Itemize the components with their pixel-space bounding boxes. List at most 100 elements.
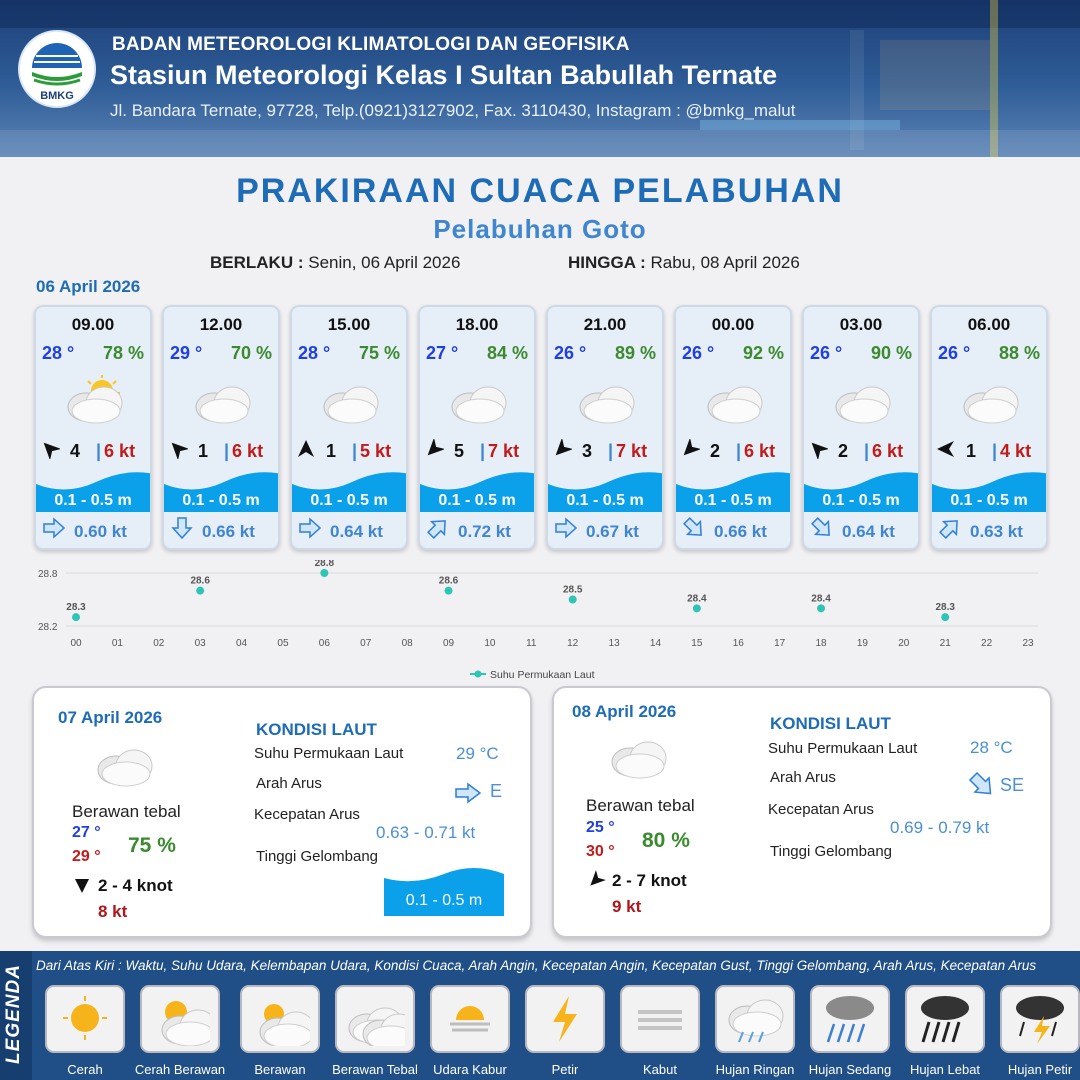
legend-item-box <box>810 985 890 1053</box>
data-point <box>692 604 701 613</box>
card-gust: | 6 kt <box>736 441 776 461</box>
sun-cloud-icon <box>67 375 123 424</box>
day2-gust: 8 kt <box>98 902 128 921</box>
day2-panel: 07 April 2026 Berawan tebal 27 ° 29 ° 75… <box>32 686 532 938</box>
day3-current-speed-label: Kecepatan Arus <box>768 801 874 818</box>
legend-item-label: Hujan Sedang <box>808 1062 892 1077</box>
forecast-card: 12.00 29 ° 70 % 1 | 6 kt 0.1 - 0.5 m 0.66… <box>162 305 280 550</box>
data-point <box>196 586 205 595</box>
card-gust-value: 7 kt <box>488 441 520 461</box>
data-label: 28.3 <box>66 602 86 613</box>
legend-item-label: Cerah Berawan <box>134 1062 226 1077</box>
moderate-rain-icon <box>826 996 874 1043</box>
card-humidity: 89 % <box>614 343 656 363</box>
x-tick-label: 08 <box>402 638 414 649</box>
card-gust: | 6 kt <box>224 441 264 461</box>
x-tick-label: 23 <box>1022 638 1034 649</box>
wind-direction-icon <box>555 439 572 456</box>
legend-item-box <box>335 985 415 1053</box>
data-label: 28.6 <box>439 576 459 587</box>
card-gust-value: 6 kt <box>744 441 776 461</box>
legend-item-label: Kabut <box>643 1062 677 1077</box>
sun-icon <box>63 996 107 1040</box>
forecast-card: 06.00 26 ° 88 % 1 | 4 kt 0.1 - 0.5 m 0.63… <box>930 305 1048 550</box>
card-wind-speed: 4 <box>70 441 81 461</box>
legend-side-label: LEGENDA <box>3 964 24 1064</box>
overcast-icon <box>348 1007 405 1046</box>
day1-date: 06 April 2026 <box>36 277 141 296</box>
x-tick-label: 03 <box>195 638 207 649</box>
day3-current-dir-value: SE <box>1000 775 1025 795</box>
x-tick-label: 04 <box>236 638 248 649</box>
overcast-icon <box>611 741 667 779</box>
legend-item-label: Hujan Petir <box>1007 1062 1073 1077</box>
y-tick-label: 28.2 <box>38 622 58 633</box>
wind-direction-icon <box>811 442 828 459</box>
forecast-card: 21.00 26 ° 89 % 3 | 7 kt 0.1 - 0.5 m 0.67… <box>546 305 664 550</box>
card-temperature: 27 ° <box>426 343 459 363</box>
cloud-icon <box>323 386 379 424</box>
day2-temp-min: 27 ° <box>72 824 101 841</box>
data-point <box>320 569 329 577</box>
card-humidity: 88 % <box>998 343 1040 363</box>
day2-condition: Berawan tebal <box>72 802 181 821</box>
wind-direction-icon <box>427 439 444 456</box>
card-time: 18.00 <box>455 315 499 334</box>
card-gust: | 5 kt <box>352 441 392 461</box>
card-current-speed: 0.66 kt <box>202 522 255 541</box>
card-gust-value: 4 kt <box>1000 441 1032 461</box>
card-current-speed: 0.64 kt <box>842 522 895 541</box>
overcast-icon <box>97 749 153 787</box>
forecast-card: 18.00 27 ° 84 % 5 | 7 kt 0.1 - 0.5 m 0.72… <box>418 305 536 550</box>
heavy-rain-icon <box>921 996 969 1043</box>
day2-wind: 2 - 4 knot <box>98 876 173 895</box>
cloud-icon <box>835 386 891 424</box>
day2-current-dir-value: E <box>490 781 503 801</box>
wave-icon <box>36 472 150 512</box>
card-wind-speed: 1 <box>198 441 209 461</box>
valid-from: BERLAKU : Senin, 06 April 2026 <box>210 253 460 273</box>
x-tick-label: 16 <box>733 638 745 649</box>
card-time: 06.00 <box>967 315 1011 334</box>
forecast-card: 09.00 28 ° 78 % 4 | 6 kt 0.1 - 0.5 m 0.60… <box>34 305 152 550</box>
card-gust-value: 5 kt <box>360 441 392 461</box>
card-temperature: 26 ° <box>682 343 715 363</box>
legend-item-box <box>715 985 795 1053</box>
card-wave-height: 0.1 - 0.5 m <box>438 492 516 509</box>
card-gust-value: 7 kt <box>616 441 648 461</box>
valid-from-label: BERLAKU : <box>210 253 304 272</box>
x-tick-label: 18 <box>815 638 827 649</box>
card-temperature: 26 ° <box>554 343 587 363</box>
cloud-icon <box>579 386 635 424</box>
x-tick-label: 21 <box>940 638 952 649</box>
card-time: 15.00 <box>327 315 371 334</box>
card-gust: | 6 kt <box>96 441 136 461</box>
legend-description: Dari Atas Kiri : Waktu, Suhu Udara, Kele… <box>36 958 1037 973</box>
card-wave-height: 0.1 - 0.5 m <box>310 492 388 509</box>
cloud-icon <box>707 386 763 424</box>
station-name: Stasiun Meteorologi Kelas I Sultan Babul… <box>110 60 778 90</box>
card-gust: | 7 kt <box>608 441 648 461</box>
port-name: Pelabuhan Goto <box>433 214 647 244</box>
x-tick-label: 11 <box>526 638 537 649</box>
card-wave-height: 0.1 - 0.5 m <box>566 492 644 509</box>
legend-item-label: Berawan Tebal <box>332 1062 418 1077</box>
card-gust-value: 6 kt <box>104 441 136 461</box>
lightning-icon <box>553 996 577 1042</box>
wind-direction-icon <box>171 442 188 459</box>
legend-item-box <box>140 985 220 1053</box>
day2-current-dir-label: Arah Arus <box>256 775 322 792</box>
card-wind-speed: 5 <box>454 441 465 461</box>
card-gust: | 6 kt <box>864 441 904 461</box>
data-label: 28.4 <box>687 593 707 604</box>
current-direction-icon <box>455 782 482 804</box>
card-wind-speed: 2 <box>710 441 721 461</box>
x-tick-label: 01 <box>112 638 124 649</box>
x-tick-label: 00 <box>70 638 82 649</box>
x-tick-label: 07 <box>360 638 372 649</box>
card-wind-speed: 1 <box>966 441 977 461</box>
card-humidity: 84 % <box>486 343 528 363</box>
header-banner <box>0 0 1080 157</box>
legend-item-box <box>240 985 320 1053</box>
card-current-speed: 0.66 kt <box>714 522 767 541</box>
